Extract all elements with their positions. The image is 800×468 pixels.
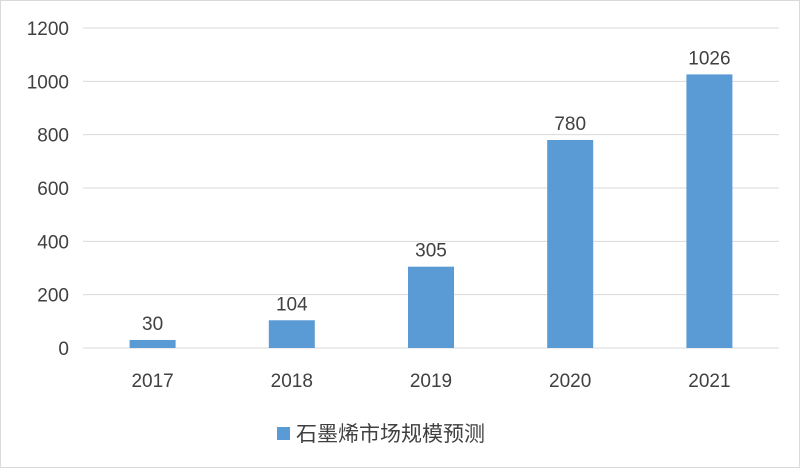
x-tick-label: 2019 bbox=[410, 371, 452, 392]
data-label: 104 bbox=[276, 294, 308, 315]
y-tick-label: 1200 bbox=[27, 19, 69, 40]
data-label: 780 bbox=[554, 114, 586, 135]
bar bbox=[408, 266, 454, 348]
x-tick-label: 2021 bbox=[688, 371, 730, 392]
bar bbox=[129, 340, 176, 348]
y-tick-label: 400 bbox=[37, 232, 69, 253]
data-label: 30 bbox=[142, 314, 163, 335]
y-tick-label: 600 bbox=[37, 179, 69, 200]
data-label: 305 bbox=[415, 241, 447, 262]
legend-label: 石墨烯市场规模预测 bbox=[296, 422, 485, 446]
data-label: 1026 bbox=[688, 48, 730, 69]
legend: 石墨烯市场规模预测 bbox=[277, 418, 485, 448]
x-tick-label: 2018 bbox=[271, 371, 313, 392]
bar bbox=[268, 320, 315, 348]
y-tick-label: 1000 bbox=[27, 72, 69, 93]
x-tick-label: 2020 bbox=[549, 371, 591, 392]
bar bbox=[686, 74, 733, 349]
x-tick-label: 2017 bbox=[131, 371, 173, 392]
bar bbox=[547, 140, 594, 348]
y-tick-label: 0 bbox=[58, 339, 69, 360]
y-tick-label: 200 bbox=[37, 286, 69, 307]
y-tick-label: 800 bbox=[37, 126, 69, 147]
legend-swatch bbox=[277, 426, 290, 440]
